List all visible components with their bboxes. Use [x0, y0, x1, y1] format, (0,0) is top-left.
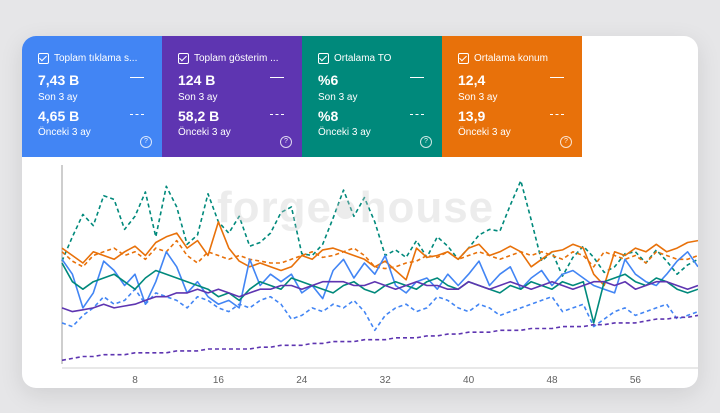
series-line-2: [61, 239, 698, 270]
x-tick-label: 8: [132, 375, 138, 386]
card-header: Toplam gösterim ...: [178, 53, 296, 64]
card-header: Toplam tıklama s...: [38, 53, 156, 64]
x-tick-label: 16: [213, 375, 225, 386]
checkbox-checked-icon[interactable]: [38, 53, 49, 64]
card-title: Toplam tıklama s...: [54, 53, 138, 64]
series-line-6: [61, 280, 698, 313]
metric-card-total-clicks[interactable]: Toplam tıklama s... 7,43 B Son 3 ay 4,65…: [22, 36, 162, 157]
previous-value: 58,2 B: [178, 108, 220, 124]
dashed-line-legend-icon: [130, 114, 144, 115]
current-value: 12,4: [458, 72, 486, 88]
dashed-line-legend-icon: [410, 114, 424, 115]
series-line-4: [61, 288, 698, 332]
help-circle-icon[interactable]: ?: [280, 136, 292, 148]
current-period-label: Son 3 ay: [318, 92, 358, 103]
x-tick-label: 56: [630, 375, 642, 386]
previous-value: %8: [318, 108, 339, 124]
card-title: Toplam gösterim ...: [194, 53, 279, 64]
watermark-logo: forge●house: [217, 183, 495, 232]
series-line-7: [61, 314, 698, 362]
series-line-5: [61, 262, 698, 324]
help-circle-icon[interactable]: ?: [560, 136, 572, 148]
solid-line-legend-icon: [410, 77, 424, 78]
performance-chart[interactable]: forge●house 8 16 24 32 40 48 56: [22, 157, 698, 388]
x-tick-label: 40: [463, 375, 475, 386]
metric-cards: Toplam tıklama s... 7,43 B Son 3 ay 4,65…: [22, 36, 582, 157]
performance-panel: Toplam tıklama s... 7,43 B Son 3 ay 4,65…: [22, 36, 698, 388]
current-value: 124 B: [178, 72, 216, 88]
solid-line-legend-icon: [550, 77, 564, 78]
x-tick-label: 32: [380, 375, 392, 386]
metric-card-average-position[interactable]: Ortalama konum 12,4 Son 3 ay 13,9 Önceki…: [442, 36, 582, 157]
previous-period-label: Önceki 3 ay: [38, 127, 91, 138]
card-title: Ortalama konum: [474, 53, 548, 64]
previous-period-label: Önceki 3 ay: [178, 127, 231, 138]
current-period-label: Son 3 ay: [458, 92, 498, 103]
checkbox-checked-icon[interactable]: [318, 53, 329, 64]
help-circle-icon[interactable]: ?: [140, 136, 152, 148]
previous-value: 13,9: [458, 108, 486, 124]
checkbox-checked-icon[interactable]: [178, 53, 189, 64]
metric-card-average-ctr[interactable]: Ortalama TO %6 Son 3 ay %8 Önceki 3 ay ?: [302, 36, 442, 157]
previous-value: 4,65 B: [38, 108, 80, 124]
current-period-label: Son 3 ay: [38, 92, 78, 103]
current-value: 7,43 B: [38, 72, 80, 88]
x-tick-label: 48: [546, 375, 558, 386]
previous-period-label: Önceki 3 ay: [318, 127, 371, 138]
metric-card-total-impressions[interactable]: Toplam gösterim ... 124 B Son 3 ay 58,2 …: [162, 36, 302, 157]
series-line-3: [61, 251, 698, 309]
checkbox-checked-icon[interactable]: [458, 53, 469, 64]
card-title: Ortalama TO: [334, 53, 392, 64]
solid-line-legend-icon: [270, 77, 284, 78]
card-header: Ortalama konum: [458, 53, 576, 64]
dashed-line-legend-icon: [550, 114, 564, 115]
solid-line-legend-icon: [130, 77, 144, 78]
current-value: %6: [318, 72, 339, 88]
current-period-label: Son 3 ay: [178, 92, 218, 103]
x-tick-label: 24: [296, 375, 308, 386]
dashed-line-legend-icon: [270, 114, 284, 115]
line-chart-svg: 8 16 24 32 40 48 56: [61, 165, 698, 386]
previous-period-label: Önceki 3 ay: [458, 127, 511, 138]
help-circle-icon[interactable]: ?: [420, 136, 432, 148]
series-line-0: [61, 179, 698, 277]
card-header: Ortalama TO: [318, 53, 436, 64]
